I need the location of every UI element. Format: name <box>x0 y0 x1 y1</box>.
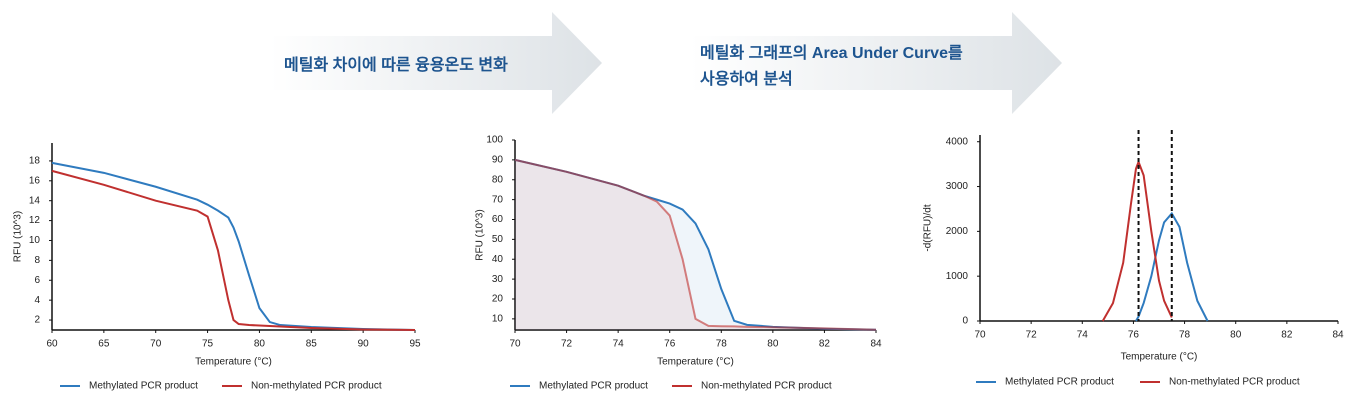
x-tick-label: 72 <box>561 339 573 350</box>
x-tick-label: 65 <box>98 339 110 350</box>
legend-label: Methylated PCR product <box>539 381 648 392</box>
arrow <box>270 12 602 114</box>
x-axis-label: Temperature (°C) <box>1121 352 1198 363</box>
y-tick-label: 70 <box>492 194 504 205</box>
x-tick-label: 82 <box>819 339 831 350</box>
x-tick-label: 82 <box>1281 330 1293 341</box>
y-tick-label: 40 <box>492 254 504 265</box>
y-tick-label: 6 <box>34 275 40 286</box>
y-tick-label: 0 <box>962 316 968 327</box>
x-tick-label: 78 <box>1179 330 1191 341</box>
arrow-text: 메틸화 차이에 따른 융용온도 변화 <box>284 55 508 74</box>
y-axis-label: RFU (10^3) <box>475 209 486 260</box>
area <box>515 159 876 330</box>
x-tick-label: 78 <box>716 339 728 350</box>
legend-label: Non-methylated PCR product <box>1169 377 1300 388</box>
x-tick-label: 85 <box>306 339 318 350</box>
legend-label: Methylated PCR product <box>1005 377 1114 388</box>
y-tick-label: 18 <box>29 156 41 167</box>
x-tick-label: 80 <box>767 339 779 350</box>
x-tick-label: 70 <box>974 330 986 341</box>
x-tick-label: 60 <box>46 339 58 350</box>
y-tick-label: 8 <box>34 255 40 266</box>
x-tick-label: 95 <box>409 339 421 350</box>
y-tick-label: 12 <box>29 215 41 226</box>
x-tick-label: 70 <box>509 339 521 350</box>
legend-label: Methylated PCR product <box>89 381 198 392</box>
line <box>1135 211 1209 322</box>
x-tick-label: 76 <box>1128 330 1140 341</box>
y-tick-label: 4000 <box>946 136 969 147</box>
x-tick-label: 80 <box>1230 330 1242 341</box>
area <box>515 159 876 330</box>
x-tick-label: 72 <box>1026 330 1038 341</box>
line <box>1101 159 1173 322</box>
y-tick-label: 1000 <box>946 271 969 282</box>
x-axis-label: Temperature (°C) <box>657 357 734 368</box>
line <box>51 169 416 331</box>
y-tick-label: 10 <box>29 235 41 246</box>
x-tick-label: 70 <box>150 339 162 350</box>
arrow-text: 메틸화 그래프의 Area Under Curve를 <box>700 43 963 62</box>
x-axis-label: Temperature (°C) <box>195 357 272 368</box>
legend-label: Non-methylated PCR product <box>251 381 382 392</box>
line <box>51 161 416 331</box>
line <box>514 158 877 331</box>
y-tick-label: 20 <box>492 294 504 305</box>
y-tick-label: 30 <box>492 274 504 285</box>
y-tick-label: 50 <box>492 234 504 245</box>
y-tick-label: 10 <box>492 314 504 325</box>
y-tick-label: 80 <box>492 174 504 185</box>
y-tick-label: 2 <box>34 315 40 326</box>
y-tick-label: 14 <box>29 195 41 206</box>
y-axis-label: -d(RFU)/dt <box>923 204 934 251</box>
y-tick-label: 90 <box>492 155 504 166</box>
x-tick-label: 84 <box>1332 330 1344 341</box>
y-tick-label: 100 <box>486 135 503 146</box>
y-tick-label: 60 <box>492 214 504 225</box>
x-tick-label: 74 <box>613 339 625 350</box>
x-tick-label: 84 <box>870 339 882 350</box>
legend-label: Non-methylated PCR product <box>701 381 832 392</box>
x-tick-label: 76 <box>664 339 676 350</box>
arrow <box>690 12 1062 114</box>
x-tick-label: 80 <box>254 339 266 350</box>
y-tick-label: 4 <box>34 295 40 306</box>
x-tick-label: 74 <box>1077 330 1089 341</box>
x-tick-label: 75 <box>202 339 214 350</box>
y-tick-label: 16 <box>29 175 41 186</box>
x-tick-label: 90 <box>358 339 370 350</box>
y-tick-label: 3000 <box>946 181 969 192</box>
y-axis-label: RFU (10^3) <box>13 211 24 262</box>
y-tick-label: 2000 <box>946 226 969 237</box>
arrow-text: 사용하여 분석 <box>700 70 793 88</box>
